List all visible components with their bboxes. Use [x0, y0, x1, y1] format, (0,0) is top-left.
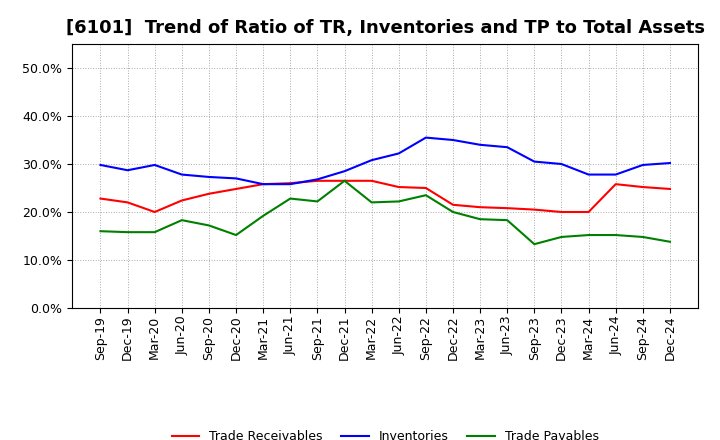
Trade Payables [449, 209, 457, 215]
Trade Payables [584, 232, 593, 238]
Trade Receivables [313, 178, 322, 183]
Inventories [259, 182, 268, 187]
Trade Receivables [150, 209, 159, 215]
Trade Payables [178, 217, 186, 223]
Trade Receivables [204, 191, 213, 196]
Inventories [665, 161, 674, 166]
Inventories [232, 176, 240, 181]
Trade Payables [421, 193, 430, 198]
Trade Payables [476, 216, 485, 222]
Trade Payables [341, 178, 349, 183]
Trade Payables [313, 199, 322, 204]
Trade Receivables [476, 205, 485, 210]
Trade Payables [395, 199, 403, 204]
Line: Trade Payables: Trade Payables [101, 181, 670, 244]
Inventories [313, 177, 322, 182]
Trade Payables [150, 230, 159, 235]
Inventories [530, 159, 539, 164]
Inventories [96, 162, 105, 168]
Trade Payables [665, 239, 674, 244]
Trade Receivables [449, 202, 457, 207]
Inventories [421, 135, 430, 140]
Inventories [395, 151, 403, 156]
Inventories [123, 168, 132, 173]
Inventories [204, 174, 213, 180]
Trade Payables [204, 223, 213, 228]
Trade Receivables [96, 196, 105, 201]
Trade Receivables [286, 180, 294, 186]
Trade Receivables [178, 198, 186, 203]
Title: [6101]  Trend of Ratio of TR, Inventories and TP to Total Assets: [6101] Trend of Ratio of TR, Inventories… [66, 19, 705, 37]
Inventories [503, 145, 511, 150]
Line: Trade Receivables: Trade Receivables [101, 181, 670, 212]
Inventories [367, 158, 376, 163]
Trade Receivables [530, 207, 539, 212]
Legend: Trade Receivables, Inventories, Trade Payables: Trade Receivables, Inventories, Trade Pa… [166, 425, 604, 440]
Trade Payables [123, 230, 132, 235]
Inventories [611, 172, 620, 177]
Inventories [286, 182, 294, 187]
Trade Payables [557, 235, 566, 240]
Trade Receivables [665, 186, 674, 191]
Trade Payables [530, 242, 539, 247]
Line: Inventories: Inventories [101, 138, 670, 184]
Trade Receivables [584, 209, 593, 215]
Trade Receivables [503, 205, 511, 211]
Inventories [584, 172, 593, 177]
Trade Receivables [395, 184, 403, 190]
Inventories [476, 142, 485, 147]
Inventories [341, 169, 349, 174]
Trade Payables [611, 232, 620, 238]
Trade Payables [232, 232, 240, 238]
Trade Receivables [341, 178, 349, 183]
Trade Receivables [639, 184, 647, 190]
Trade Receivables [611, 182, 620, 187]
Inventories [150, 162, 159, 168]
Trade Receivables [557, 209, 566, 215]
Inventories [178, 172, 186, 177]
Trade Receivables [367, 178, 376, 183]
Trade Payables [367, 200, 376, 205]
Inventories [639, 162, 647, 168]
Trade Payables [503, 217, 511, 223]
Trade Receivables [421, 185, 430, 191]
Inventories [449, 137, 457, 143]
Trade Receivables [123, 200, 132, 205]
Trade Receivables [259, 182, 268, 187]
Trade Payables [639, 235, 647, 240]
Inventories [557, 161, 566, 167]
Trade Payables [259, 213, 268, 219]
Trade Receivables [232, 186, 240, 191]
Trade Payables [286, 196, 294, 201]
Trade Payables [96, 228, 105, 234]
